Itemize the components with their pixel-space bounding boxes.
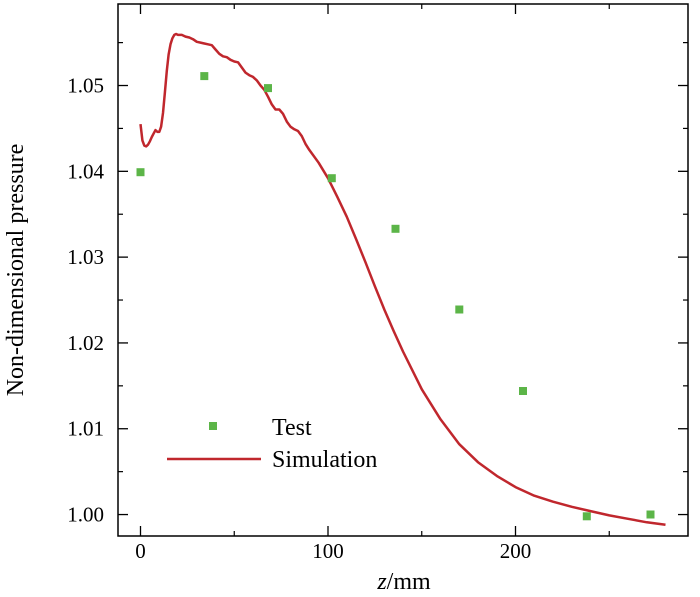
test-point <box>136 168 145 177</box>
test-point <box>519 387 527 395</box>
simulation-line <box>139 32 666 527</box>
y-tick-label: 1.03 <box>67 245 104 269</box>
legend-simulation-label: Simulation <box>272 447 377 473</box>
legend-test-label: Test <box>272 415 312 441</box>
test-point <box>391 224 400 233</box>
test-point <box>200 72 209 81</box>
x-tick-label: 0 <box>135 539 146 563</box>
x-axis-label-unit: /mm <box>387 569 431 595</box>
test-point <box>582 512 591 521</box>
test-series <box>136 72 655 521</box>
y-tick-label: 1.02 <box>67 331 104 355</box>
test-point <box>264 84 272 93</box>
y-tick-label: 1.01 <box>67 417 104 441</box>
x-axis-label: z/mm <box>376 569 431 595</box>
legend: Test Simulation <box>167 415 377 473</box>
legend-test-marker <box>209 422 217 430</box>
test-point <box>327 174 336 183</box>
y-tick-label: 1.04 <box>67 159 104 183</box>
simulation-series <box>139 32 666 527</box>
axis-ticks: 0 100 200 1.00 1.01 1.02 1.03 1.04 1.05 <box>67 4 688 563</box>
x-tick-label: 100 <box>312 539 344 563</box>
test-point <box>455 305 464 314</box>
test-point <box>646 510 655 519</box>
y-axis-label: Non-dimensional pressure <box>3 144 29 397</box>
x-tick-label: 200 <box>500 539 532 563</box>
x-axis-label-variable: z <box>376 569 387 595</box>
y-tick-label: 1.00 <box>67 503 104 527</box>
y-tick-label: 1.05 <box>67 74 104 98</box>
plot-frame <box>117 3 689 537</box>
